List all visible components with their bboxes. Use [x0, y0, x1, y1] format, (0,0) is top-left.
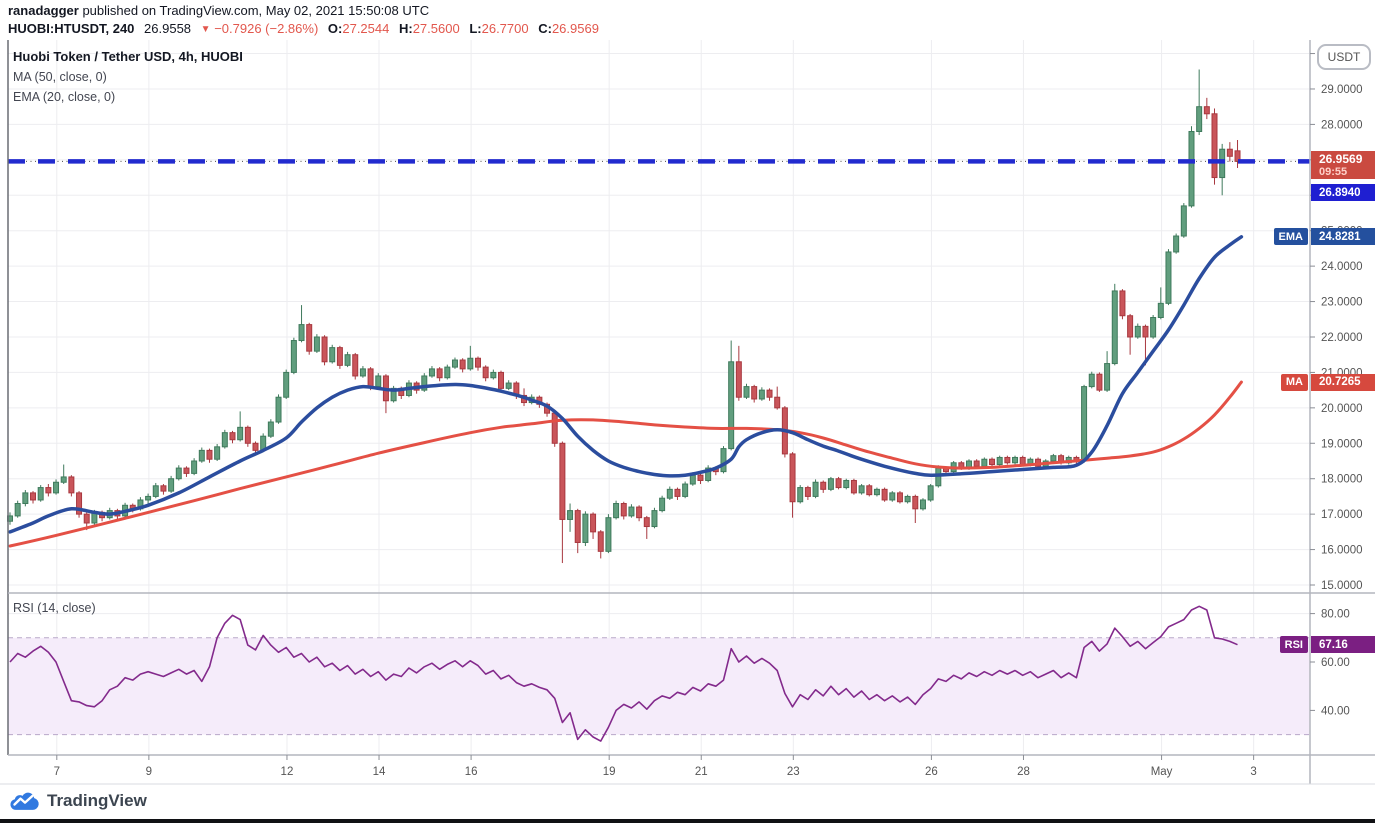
ema20-line[interactable]: [8, 235, 1244, 534]
high-value: 27.5600: [412, 21, 460, 36]
symbol-title[interactable]: Huobi Token / Tether USD, 4h, HUOBI: [13, 49, 243, 64]
price-tick-label: 17.0000: [1321, 509, 1363, 521]
price-tick-label: 22.0000: [1321, 332, 1363, 344]
price-line-badge: 26.9569 09:55: [1311, 151, 1375, 180]
brand-name: TradingView: [47, 790, 147, 810]
author-name: ranadagger: [8, 3, 79, 18]
price-tick-label: 20.0000: [1321, 403, 1363, 415]
rsi-tick-label: 80.00: [1321, 609, 1350, 621]
ema-indicator-label[interactable]: EMA (20, close, 0): [13, 90, 116, 104]
rsi-indicator-label[interactable]: RSI (14, close): [13, 601, 96, 615]
time-tick-label: 23: [787, 766, 800, 778]
symbol-interval: HUOBI:HTUSDT, 240: [8, 21, 135, 36]
rsi-value-badge: 67.16: [1311, 636, 1375, 654]
price-tick-label: 18.0000: [1321, 474, 1363, 486]
time-tick-label: May: [1151, 766, 1173, 778]
low-value: 26.7700: [481, 21, 529, 36]
ma-indicator-label[interactable]: MA (50, close, 0): [13, 70, 107, 84]
main-pane-legend: Huobi Token / Tether USD, 4h, HUOBI MA (…: [13, 47, 243, 107]
price-tick-label: 28.0000: [1321, 119, 1363, 131]
close-value: 26.9569: [551, 21, 599, 36]
price-tick-label: 29.0000: [1321, 84, 1363, 96]
rsi-band: [8, 637, 1310, 736]
price-tick-label: 15.0000: [1321, 580, 1363, 592]
currency-toggle-button[interactable]: USDT: [1317, 44, 1371, 70]
time-tick-label: 26: [925, 766, 938, 778]
bar-countdown: 09:55: [1319, 166, 1348, 179]
time-axis[interactable]: 7 9 12 14 16 19 21 23 26 28 May 3: [54, 755, 1257, 778]
pane-borders: [0, 40, 1375, 785]
last-price: 26.9558: [144, 21, 192, 36]
down-arrow-icon: ▼: [200, 24, 211, 35]
ma-value-badge: 20.7265: [1311, 373, 1375, 391]
bottom-bar: [0, 819, 1375, 823]
byline: ranadagger published on TradingView.com,…: [8, 3, 429, 18]
price-tick-label: 23.0000: [1321, 297, 1363, 309]
rsi-tag-badge: RSI: [1279, 636, 1308, 654]
symbol-status-line: HUOBI:HTUSDT, 240 26.9558 ▼ −0.7926 (−2.…: [8, 21, 599, 36]
time-tick-label: 16: [465, 766, 478, 778]
time-tick-label: 9: [146, 766, 152, 778]
price-tick-label: 19.0000: [1321, 438, 1363, 450]
rsi-line[interactable]: [9, 605, 1238, 742]
ema-value-badge: 24.8281: [1311, 228, 1375, 246]
byline-text: published on TradingView.com, May 02, 20…: [82, 3, 430, 18]
last-close-badge: 26.8940: [1311, 184, 1375, 202]
time-tick-label: 7: [54, 766, 60, 778]
ema-tag-badge: EMA: [1273, 228, 1308, 246]
price-tick-label: 24.0000: [1321, 261, 1363, 273]
rsi-tick-label: 40.00: [1321, 705, 1350, 717]
time-tick-label: 12: [281, 766, 294, 778]
ma-tag-badge: MA: [1280, 373, 1308, 391]
price-change: −0.7926 (−2.86%): [214, 21, 319, 36]
price-line-value: 26.9569: [1319, 152, 1363, 167]
price-tick-label: 16.0000: [1321, 545, 1363, 557]
open-value: 27.2544: [342, 21, 390, 36]
time-tick-label: 28: [1017, 766, 1030, 778]
time-tick-label: 14: [373, 766, 386, 778]
time-tick-label: 3: [1250, 766, 1256, 778]
high-label: H:: [398, 21, 413, 36]
rsi-tick-label: 60.00: [1321, 657, 1350, 669]
time-tick-label: 21: [695, 766, 708, 778]
candles[interactable]: [7, 69, 1241, 564]
low-label: L:: [469, 21, 482, 36]
close-label: C:: [538, 21, 552, 36]
tradingview-brand[interactable]: TradingView: [8, 790, 147, 811]
tradingview-logo-icon: [10, 792, 39, 810]
open-label: O:: [327, 21, 343, 36]
time-tick-label: 19: [603, 766, 616, 778]
